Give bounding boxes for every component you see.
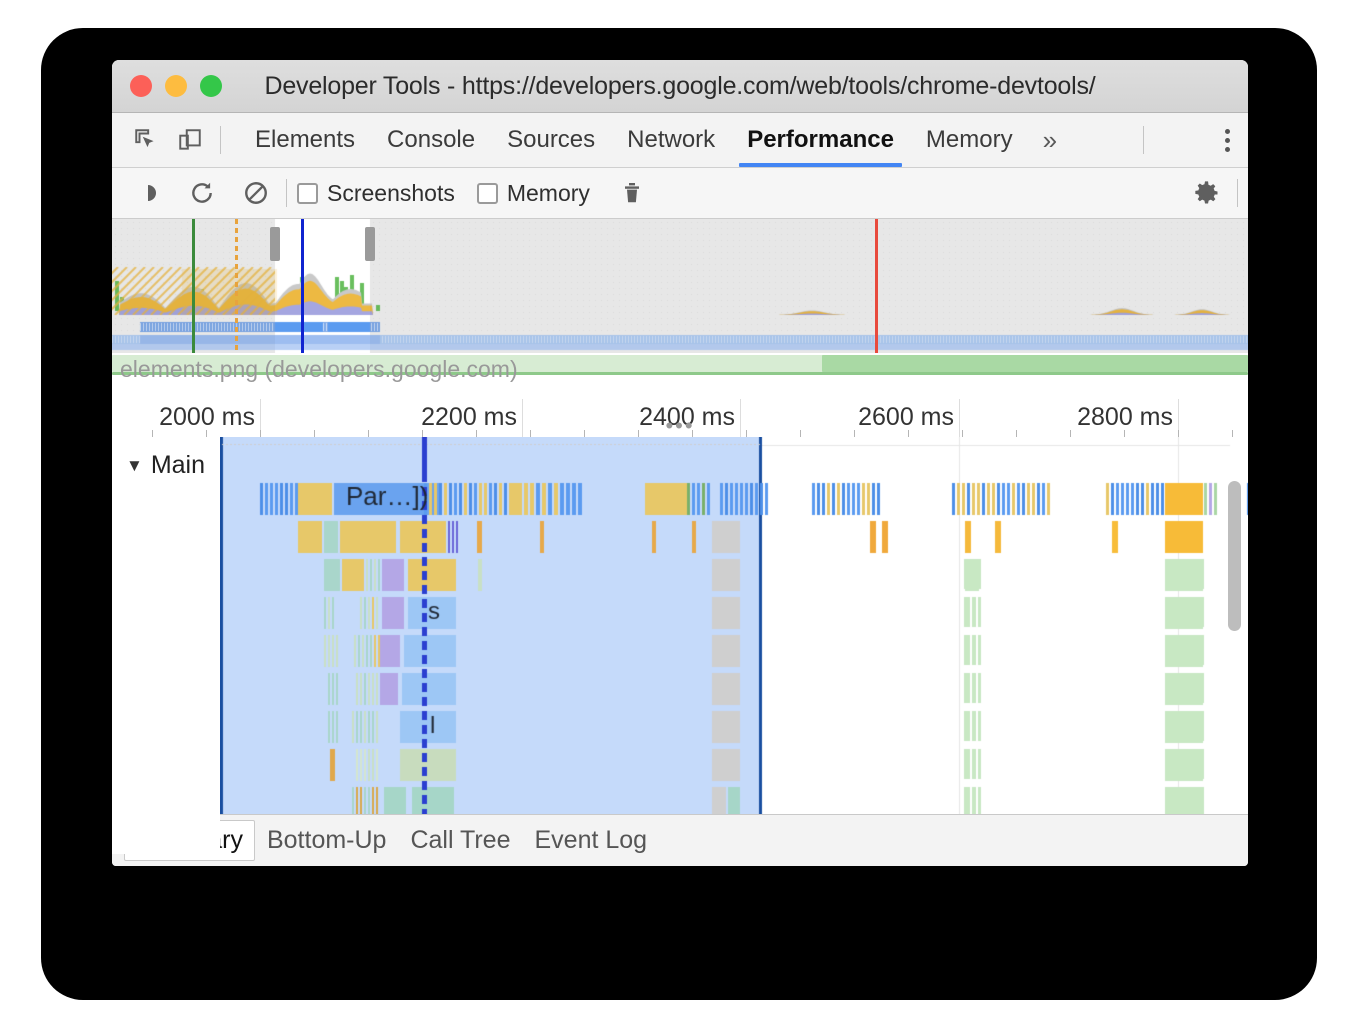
tab-performance[interactable]: Performance <box>731 113 910 167</box>
detail-tick-label: 2000 ms <box>159 403 255 431</box>
more-tabs-chevron-icon[interactable]: » <box>1042 124 1058 155</box>
panel-tabs: Elements Console Sources Network Perform… <box>239 113 1071 167</box>
memory-checkbox-box[interactable] <box>476 182 498 204</box>
more-options-icon[interactable] <box>1225 128 1230 152</box>
detail-tick-label: 2800 ms <box>1077 403 1173 431</box>
devtools-tabstrip: Elements Console Sources Network Perform… <box>112 113 1248 168</box>
dcl-marker <box>192 219 195 353</box>
flame-chart[interactable]: ▼ Main 488.53 ms <box>112 437 1248 854</box>
overview-dim-right <box>370 219 1248 353</box>
tab-network[interactable]: Network <box>627 126 716 153</box>
detail-minor-tick <box>908 430 909 437</box>
window-title: Developer Tools - https://developers.goo… <box>264 71 1096 100</box>
detail-minor-tick <box>476 430 477 437</box>
load-marker <box>235 219 238 353</box>
overview-window-right-handle[interactable] <box>365 227 375 261</box>
tab-console[interactable]: Console <box>387 126 476 153</box>
clear-recording-button[interactable] <box>236 173 276 213</box>
devtools-window: Developer Tools - https://developers.goo… <box>112 60 1248 866</box>
tab-call-tree[interactable]: Call Tree <box>410 826 511 854</box>
tab-memory[interactable]: Memory <box>925 126 1013 153</box>
detail-minor-tick <box>1124 430 1125 437</box>
detail-timeline-ruler: 2000 ms 2200 ms 2400 ms 2600 ms 2800 ms ••• <box>112 399 1248 437</box>
detail-minor-tick <box>368 430 369 437</box>
detail-tick: 2600 ms <box>858 399 960 437</box>
tab-elements[interactable]: Elements <box>255 126 356 153</box>
detail-tick-label: 2600 ms <box>858 403 954 431</box>
settings-divider <box>1237 179 1238 207</box>
detail-minor-tick <box>638 430 639 437</box>
capture-settings-gear-icon[interactable] <box>1187 173 1227 213</box>
detail-minor-tick <box>206 430 207 437</box>
tab-bottom-up[interactable]: Bottom-Up <box>266 826 387 854</box>
screenshots-checkbox-box[interactable] <box>297 182 318 204</box>
detail-tick: 2000 ms <box>159 399 261 437</box>
tab-event-log[interactable]: Event Log <box>534 826 648 854</box>
flame-chart-scrollbar-thumb[interactable] <box>1228 481 1241 631</box>
traffic-lights <box>130 75 222 97</box>
details-tabbar: Summary Bottom-Up Call Tree Event Log <box>112 814 1248 866</box>
perftoolbar-divider <box>286 179 287 207</box>
detail-minor-tick <box>800 430 801 437</box>
detail-minor-tick <box>314 430 315 437</box>
tabstrip-divider <box>1142 126 1144 154</box>
tool-icon-group <box>126 120 210 160</box>
close-window-button[interactable] <box>130 75 152 97</box>
detail-minor-tick <box>530 430 531 437</box>
network-underline <box>112 372 1248 375</box>
detail-minor-tick <box>1070 430 1071 437</box>
detail-minor-tick <box>422 430 423 437</box>
tab-sources[interactable]: Sources <box>507 126 596 153</box>
inspect-element-icon[interactable] <box>126 120 166 160</box>
detail-tick: 2800 ms <box>1077 399 1179 437</box>
detail-tick: 2200 ms <box>421 399 523 437</box>
detail-minor-tick <box>152 430 153 437</box>
pane-resizer-handle[interactable]: ••• <box>665 413 695 437</box>
timeline-overview[interactable]: 2000 ms4000 ms6000 ms8000 ms10000 ms1200… <box>112 219 1248 353</box>
minimize-window-button[interactable] <box>165 75 187 97</box>
performance-toolbar: Screenshots Memory <box>112 168 1248 219</box>
collect-garbage-trash-icon[interactable] <box>612 173 652 213</box>
flame-chart-canvas[interactable] <box>112 437 1248 854</box>
overview-window-left-handle[interactable] <box>270 227 280 261</box>
detail-minor-tick <box>854 430 855 437</box>
network-download-bar <box>822 355 1248 372</box>
chevron-down-icon[interactable]: ▼ <box>126 455 143 475</box>
memory-checkbox[interactable]: Memory <box>476 168 612 218</box>
screenshots-label: Screenshots <box>327 179 455 206</box>
detail-tick-label: 2200 ms <box>421 403 517 431</box>
window-titlebar: Developer Tools - https://developers.goo… <box>112 60 1248 113</box>
record-button[interactable] <box>128 173 168 213</box>
maximize-window-button[interactable] <box>200 75 222 97</box>
track-header-main[interactable]: ▼ Main <box>112 437 220 854</box>
track-title-main[interactable]: ▼ Main <box>126 451 205 480</box>
screenshots-checkbox[interactable]: Screenshots <box>297 168 477 218</box>
track-title-label: Main <box>150 451 206 479</box>
late-marker <box>875 219 878 353</box>
detail-minor-tick <box>692 430 693 437</box>
detail-tick: 2400 ms <box>639 399 741 437</box>
reload-and-record-button[interactable] <box>182 173 222 213</box>
detail-minor-tick <box>1232 430 1233 437</box>
detail-minor-tick <box>584 430 585 437</box>
detail-tick-label: 2400 ms <box>639 403 735 431</box>
network-track: elements.png (developers.google.com) <box>112 353 1248 399</box>
toolbar-divider <box>220 126 221 154</box>
detail-minor-tick <box>1178 430 1179 437</box>
memory-label: Memory <box>506 179 590 206</box>
network-request-label: elements.png (developers.google.com) <box>120 356 518 382</box>
detail-minor-tick <box>962 430 963 437</box>
detail-minor-tick <box>260 430 261 437</box>
detail-minor-tick <box>746 430 747 437</box>
navigation-marker <box>301 219 304 353</box>
detail-minor-tick <box>1016 430 1017 437</box>
device-toolbar-icon[interactable] <box>170 120 210 160</box>
